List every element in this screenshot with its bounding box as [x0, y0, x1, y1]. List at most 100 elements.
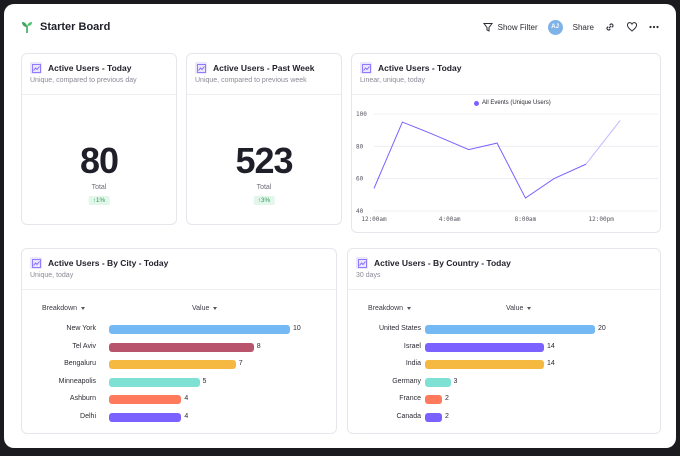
bar-row[interactable]: New York 10 [22, 325, 338, 334]
card-by-country[interactable]: Active Users - By Country - Today 30 day… [347, 248, 661, 434]
breakdown-dropdown[interactable]: Breakdown [42, 305, 86, 312]
delta-badge: ↑1% [88, 196, 110, 205]
card-line-chart-today[interactable]: Active Users - Today Linear, unique, tod… [351, 53, 661, 233]
delta-badge: ↑3% [253, 196, 275, 205]
bar-label: United States [378, 325, 421, 332]
line-chart-icon [356, 257, 368, 269]
bar[interactable] [109, 395, 182, 405]
avatar[interactable]: AJ [547, 19, 563, 35]
sprout-icon [22, 22, 32, 33]
bar-value: 10 [293, 325, 301, 332]
x-tick-label: 8:00am [515, 216, 537, 223]
x-tick-label: 4:00am [439, 216, 461, 223]
share-button[interactable]: Share [572, 22, 594, 32]
y-tick-label: 40 [356, 208, 364, 215]
bar[interactable] [109, 413, 182, 422]
card-subtitle: Unique, compared to previous week [195, 77, 307, 84]
bar-label: France [399, 395, 421, 403]
y-tick-label: 80 [356, 143, 364, 150]
bar-value: 4 [184, 413, 189, 420]
bar-row[interactable]: Canada 2 [348, 413, 662, 422]
chevron-down-icon [527, 307, 532, 310]
bar-value: 5 [202, 377, 207, 385]
card-subtitle: Linear, unique, today [360, 77, 425, 84]
bar-row[interactable]: United States 20 [348, 325, 662, 334]
bar-value: 2 [445, 413, 449, 420]
city-bar-chart: New York 10 Tel Aviv 8 Bengaluru 7 Minneapolis… [22, 325, 338, 425]
link-icon[interactable] [604, 21, 616, 33]
bar-label: Tel Aviv [72, 342, 96, 350]
bar-label: Ashburn [69, 395, 96, 403]
x-tick-label: 12:00pm [589, 216, 615, 223]
board-brand: Starter Board [20, 20, 110, 34]
bar-label: Germany [392, 377, 421, 385]
y-tick-label: 60 [356, 176, 364, 183]
bar-row[interactable]: France 2 [348, 395, 662, 405]
y-tick-label: 100 [356, 111, 367, 118]
bar-value: 14 [547, 342, 555, 350]
legend-swatch [474, 100, 479, 106]
value-dropdown[interactable]: Value [192, 305, 218, 312]
bar-label: India [405, 360, 421, 368]
card-title: Active Users - Today [378, 63, 462, 73]
bar-row[interactable]: Delhi 4 [22, 413, 338, 422]
metric-label: Total [256, 184, 272, 191]
bar[interactable] [425, 413, 442, 422]
series-line[interactable] [373, 121, 587, 199]
bar-value: 8 [256, 342, 261, 350]
legend-label: All Events (Unique Users) [482, 100, 551, 106]
card-active-users-past-week[interactable]: Active Users - Past Week Unique, compare… [186, 53, 342, 225]
card-active-users-today[interactable]: Active Users - Today Unique, compared to… [21, 53, 177, 225]
series-line-partial[interactable] [585, 120, 621, 165]
value-label: Value [192, 305, 210, 312]
metric-value: 523 [235, 140, 293, 181]
bar[interactable] [109, 342, 254, 352]
value-label: Value [506, 305, 524, 312]
bar-row[interactable]: Minneapolis 5 [22, 377, 338, 387]
bar[interactable] [425, 360, 544, 370]
bar-row[interactable]: India 14 [348, 360, 662, 370]
bar-value: 20 [598, 325, 606, 332]
line-chart-icon [30, 62, 42, 74]
bar-row[interactable]: Germany 3 [348, 377, 662, 387]
card-by-city[interactable]: Active Users - By City - Today Unique, t… [21, 248, 337, 434]
bar[interactable] [109, 325, 290, 334]
bar[interactable] [425, 325, 595, 334]
bar-value: 7 [238, 360, 243, 368]
card-title: Active Users - By City - Today [48, 258, 169, 268]
breakdown-label: Breakdown [368, 305, 404, 312]
bar-value: 14 [547, 360, 555, 368]
heart-icon[interactable] [626, 21, 638, 33]
card-subtitle: Unique, today [30, 272, 74, 279]
bar-label: New York [66, 325, 96, 332]
more-icon[interactable] [648, 21, 660, 33]
line-chart-icon [360, 62, 372, 74]
bar-label: Minneapolis [58, 377, 96, 385]
card-title: Active Users - Past Week [213, 63, 315, 73]
bar[interactable] [425, 377, 451, 387]
line-chart[interactable]: 40 60 80 100 12:00am 4:00am 8:00am 12:00pm [352, 106, 662, 236]
line-chart-icon [30, 257, 42, 269]
bar-row[interactable]: Bengaluru 7 [22, 360, 338, 370]
show-filter-label: Show Filter [497, 22, 538, 32]
bar[interactable] [425, 342, 544, 352]
card-title: Active Users - By Country - Today [374, 258, 511, 268]
bar-label: Israel [403, 342, 421, 350]
bar-row[interactable]: Ashburn 4 [22, 395, 338, 405]
chevron-down-icon [81, 307, 86, 310]
bar[interactable] [109, 377, 200, 387]
chart-legend[interactable]: All Events (Unique Users) [474, 100, 551, 106]
value-dropdown[interactable]: Value [506, 305, 532, 312]
bar-row[interactable]: Israel 14 [348, 342, 662, 352]
bar[interactable] [425, 395, 442, 405]
card-subtitle: Unique, compared to previous day [30, 77, 137, 84]
breakdown-dropdown[interactable]: Breakdown [368, 305, 412, 312]
bar-value: 4 [184, 395, 189, 403]
card-subtitle: 30 days [356, 272, 381, 279]
bar-row[interactable]: Tel Aviv 8 [22, 342, 338, 352]
chevron-down-icon [213, 307, 218, 310]
toolbar-actions: Show Filter AJ Share [482, 19, 660, 35]
country-bar-chart: United States 20 Israel 14 India 14 Germany 3 Fr… [348, 325, 662, 425]
bar[interactable] [109, 360, 236, 370]
show-filter-button[interactable]: Show Filter [482, 21, 538, 33]
